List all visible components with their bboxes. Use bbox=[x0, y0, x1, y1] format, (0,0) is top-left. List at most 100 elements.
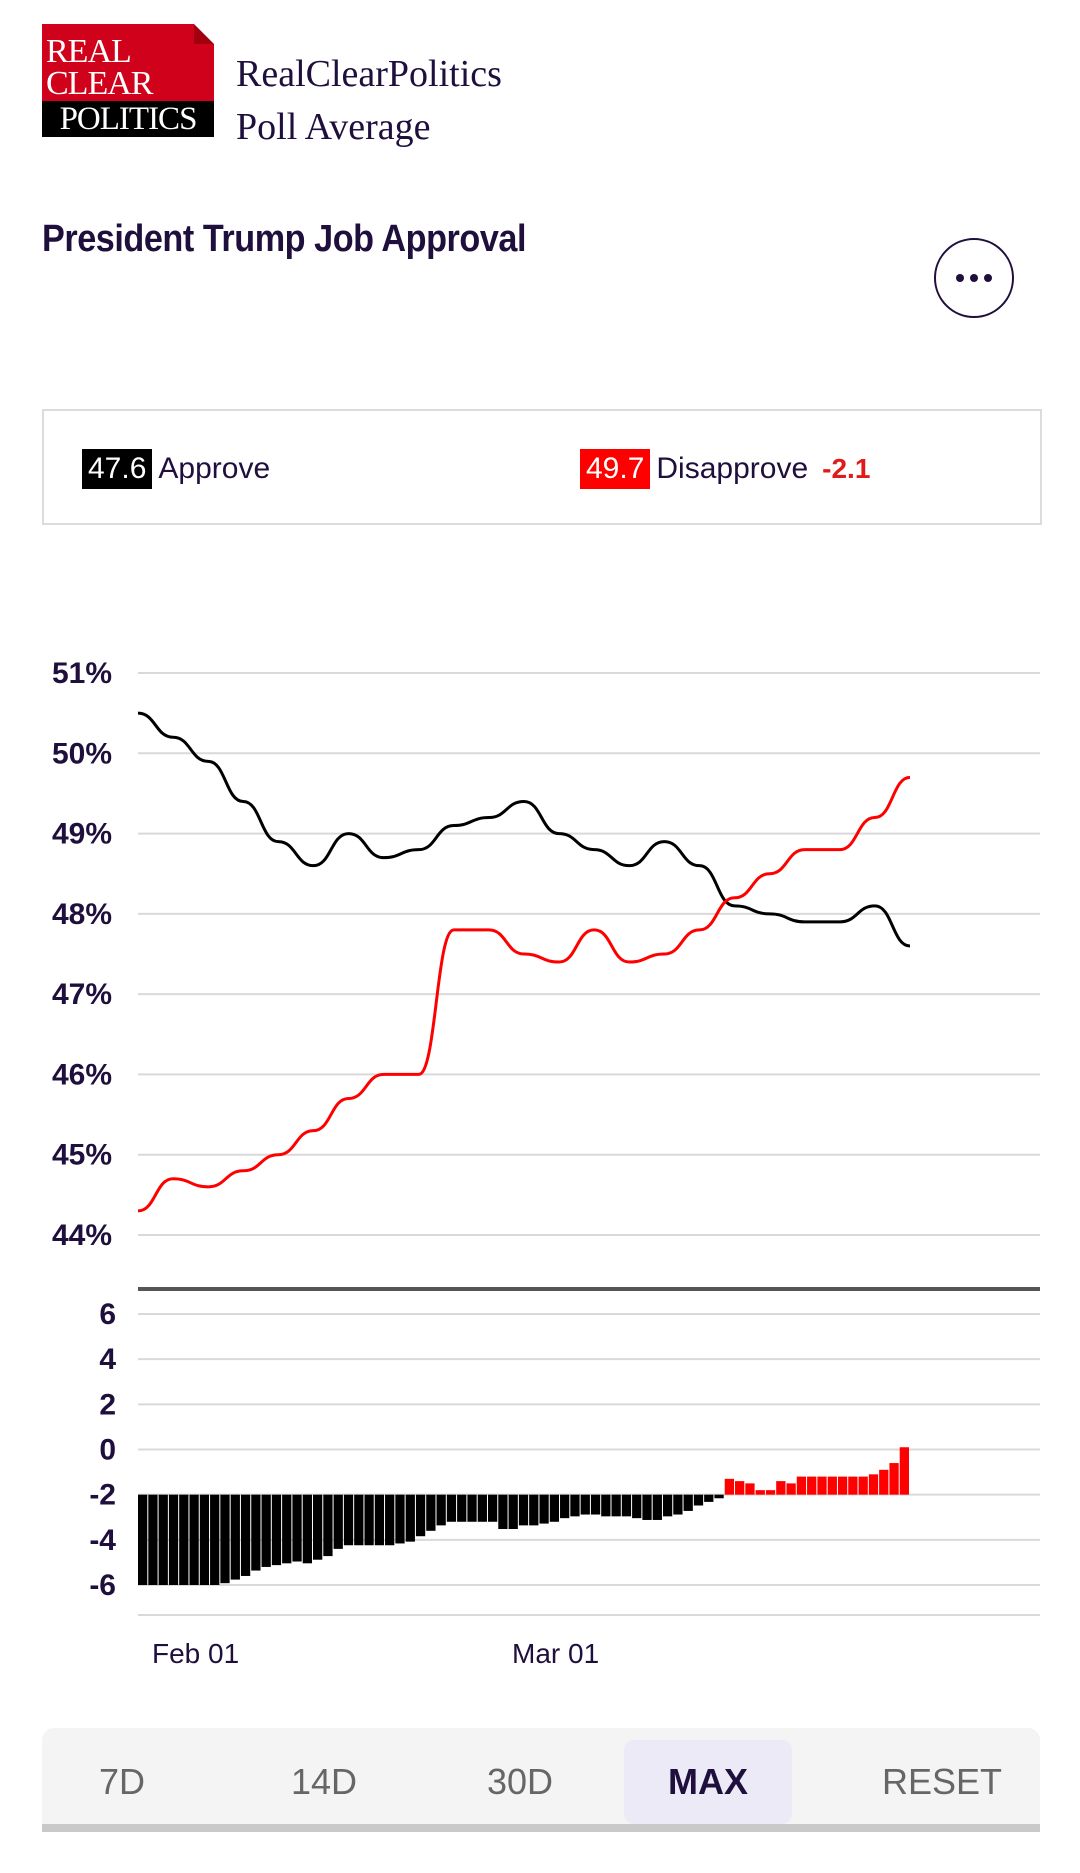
range-max-button[interactable]: MAX bbox=[624, 1740, 792, 1824]
disapprove-point bbox=[838, 848, 841, 851]
bar-y-tick-label: 4 bbox=[99, 1343, 116, 1376]
approve-point bbox=[242, 800, 245, 803]
disapprove-line bbox=[137, 775, 911, 1213]
poll-chart[interactable]: 51% 50% 49% 48% 47% 46% 45% 44% 6 4 2 0 -2 -4 -6 Feb 01… bbox=[0, 0, 1080, 1700]
range-14d-button[interactable]: 14D bbox=[290, 1761, 358, 1802]
range-reset-button[interactable]: RESET bbox=[881, 1761, 1003, 1802]
disapprove-point bbox=[698, 928, 701, 931]
approve-point bbox=[593, 848, 596, 851]
y-tick-label: 46% bbox=[52, 1058, 112, 1091]
y-tick-label: 50% bbox=[52, 737, 112, 770]
disapprove-point bbox=[452, 928, 455, 931]
y-tick-label: 48% bbox=[52, 898, 112, 931]
approve-point bbox=[137, 712, 140, 715]
spread-bar bbox=[621, 1494, 632, 1517]
disapprove-point bbox=[909, 776, 912, 779]
spread-bar bbox=[282, 1494, 292, 1564]
spread-bar bbox=[271, 1494, 282, 1566]
approve-point bbox=[768, 912, 771, 915]
spread-bar bbox=[765, 1490, 776, 1495]
disapprove-point bbox=[487, 928, 490, 931]
spread-bar bbox=[467, 1494, 477, 1522]
logo-fold bbox=[194, 24, 214, 44]
spread-bar bbox=[662, 1494, 673, 1517]
brand-name: RealClearPolitics bbox=[236, 53, 502, 95]
y-tick-label: 45% bbox=[52, 1139, 112, 1172]
spread-bar bbox=[735, 1481, 745, 1495]
range-7d-button[interactable]: 7D bbox=[98, 1761, 146, 1802]
spread-bar bbox=[251, 1494, 261, 1571]
spread-bar bbox=[230, 1494, 240, 1580]
bar-y-tick-label: -6 bbox=[89, 1569, 116, 1602]
spread-bar bbox=[457, 1494, 467, 1522]
spread-bar bbox=[580, 1494, 590, 1515]
y-tick-label: 44% bbox=[52, 1219, 112, 1252]
spread-bar bbox=[539, 1494, 549, 1524]
bar-y-tick-label: 6 bbox=[99, 1298, 116, 1331]
brand-text: RealClearPolitics Poll Average bbox=[236, 48, 502, 154]
rcp-logo[interactable]: REAL CLEAR POLITICS bbox=[42, 24, 214, 137]
disapprove-point bbox=[207, 1185, 210, 1188]
spread-bar bbox=[611, 1494, 621, 1517]
disapprove-label: Disapprove bbox=[656, 452, 809, 485]
bar-y-tick-label: -2 bbox=[89, 1479, 116, 1512]
spread-bar bbox=[323, 1494, 333, 1557]
spread-bar bbox=[889, 1463, 899, 1495]
disapprove-point bbox=[733, 896, 736, 899]
approve-point bbox=[838, 920, 841, 923]
approve-point bbox=[523, 800, 526, 803]
dot-icon bbox=[984, 274, 992, 282]
approve-point bbox=[207, 760, 210, 763]
spread-bar bbox=[724, 1478, 735, 1495]
approve-point bbox=[558, 832, 561, 835]
disapprove-point bbox=[382, 1073, 385, 1076]
logo-word-politics: POLITICS bbox=[42, 101, 214, 137]
range-30d-button[interactable]: 30D bbox=[486, 1761, 554, 1802]
approve-point bbox=[663, 840, 666, 843]
spread-bar bbox=[446, 1494, 457, 1522]
disapprove-point bbox=[172, 1177, 175, 1180]
approve-point bbox=[172, 736, 175, 739]
approve-point bbox=[452, 824, 455, 827]
spread-bar bbox=[745, 1483, 755, 1495]
spread-bar bbox=[189, 1494, 199, 1585]
spread-bar bbox=[796, 1476, 807, 1495]
spread-bar bbox=[693, 1494, 704, 1506]
spread-bar bbox=[560, 1494, 570, 1519]
disapprove-point bbox=[593, 928, 596, 931]
approve-value-badge: 47.6 bbox=[82, 449, 153, 489]
spread-bar bbox=[837, 1476, 848, 1495]
bar-y-tick-label: 0 bbox=[99, 1434, 116, 1467]
spread-bar bbox=[817, 1476, 827, 1495]
approve-point bbox=[698, 864, 701, 867]
approve-point bbox=[873, 904, 876, 907]
spread-bar bbox=[879, 1469, 889, 1495]
spread-bar bbox=[292, 1494, 302, 1562]
spread-bar bbox=[786, 1483, 796, 1495]
spread-bar bbox=[518, 1494, 529, 1526]
disapprove-point bbox=[347, 1097, 350, 1100]
spread-bar bbox=[199, 1494, 210, 1585]
spread-bar bbox=[498, 1494, 508, 1529]
spread-bar bbox=[385, 1494, 395, 1546]
disapprove-point bbox=[873, 816, 876, 819]
spread-bar bbox=[343, 1494, 354, 1546]
spread-bar bbox=[158, 1494, 168, 1585]
disapprove-point bbox=[137, 1209, 140, 1212]
approve-point bbox=[487, 816, 490, 819]
more-options-button[interactable] bbox=[934, 238, 1014, 318]
spread-bar bbox=[683, 1494, 693, 1511]
spread-bar bbox=[858, 1476, 868, 1495]
spread-bar bbox=[240, 1494, 251, 1576]
spread-bar bbox=[508, 1494, 518, 1529]
spread-bar bbox=[354, 1494, 364, 1546]
disapprove-point bbox=[768, 872, 771, 875]
logo-word-clear: CLEAR bbox=[46, 65, 153, 102]
spread-bar bbox=[827, 1476, 837, 1495]
legend-approve: 47.6 Approve bbox=[82, 449, 270, 489]
spread-bar bbox=[426, 1494, 436, 1531]
spread-bar bbox=[179, 1494, 189, 1585]
spread-bar bbox=[210, 1494, 220, 1585]
approve-point bbox=[382, 856, 385, 859]
spread-bar bbox=[529, 1494, 539, 1526]
